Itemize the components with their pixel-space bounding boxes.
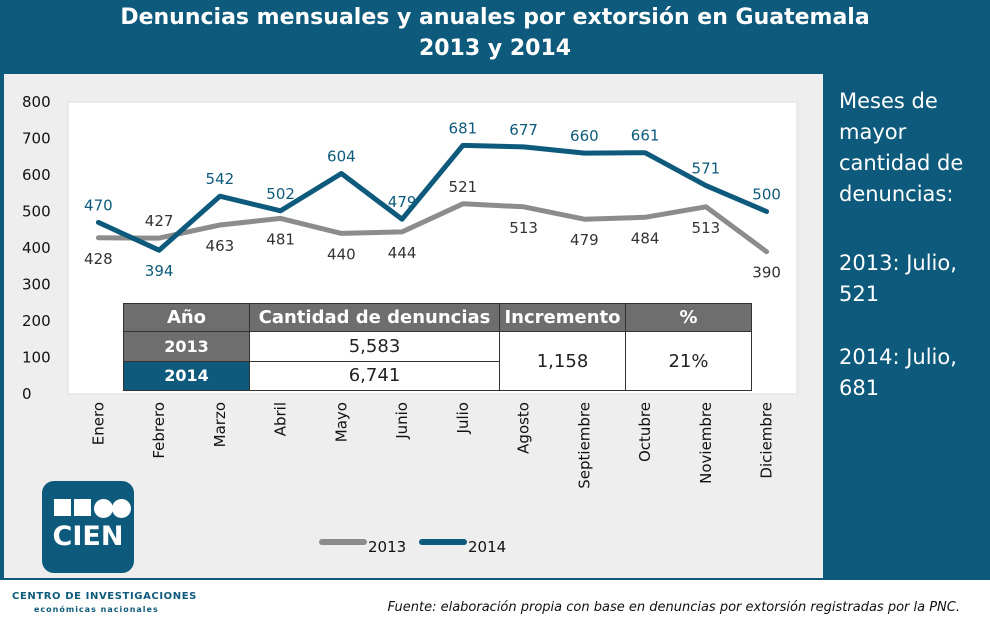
title-band (0, 0, 990, 74)
y-tick-label: 300 (22, 276, 51, 294)
x-tick-label: Abril (272, 402, 290, 436)
data-label-2014: 681 (449, 119, 478, 137)
x-tick-label: Octubre (636, 402, 654, 462)
legend-label-2013: 2013 (368, 538, 406, 556)
data-label-2014: 500 (752, 186, 781, 204)
table-row: 2014 6,741 (123, 360, 752, 392)
logo-square-mark (54, 499, 71, 516)
x-tick-label: Marzo (211, 402, 229, 447)
x-tick-label: Junio (393, 402, 411, 440)
left-border (0, 74, 4, 578)
x-tick-label: Febrero (150, 402, 168, 459)
data-label-2013: 484 (631, 229, 660, 247)
y-tick-label: 0 (22, 385, 32, 403)
data-label-2013: 428 (84, 250, 113, 268)
logo-text: CIEN (52, 521, 124, 552)
data-label-2014: 479 (388, 193, 417, 211)
org-name: CENTRO DE INVESTIGACIONES (12, 591, 197, 602)
logo-square-mark (74, 499, 91, 516)
data-label-2014: 604 (327, 148, 356, 166)
footer-divider (0, 578, 990, 580)
data-label-2013: 521 (449, 178, 478, 196)
highlight-2014: 2014: Julio, 681 (839, 345, 957, 400)
highlight-panel: Meses de mayor cantidad de denuncias: 20… (823, 74, 990, 578)
cien-logo: CIEN (42, 481, 134, 573)
y-tick-label: 200 (22, 312, 51, 330)
table-cell-percent: 21% (625, 331, 752, 391)
data-label-2013: 444 (388, 244, 417, 262)
series-line-2014 (95, 142, 770, 253)
data-label-2014: 502 (266, 185, 295, 203)
chart-title-line2: 2013 y 2014 (418, 36, 572, 61)
highlight-2013: 2013: Julio, 521 (839, 251, 957, 306)
table-header-count: Cantidad de denuncias (249, 302, 500, 333)
data-label-2014: 661 (631, 127, 660, 145)
table-cell-count-2013: 5,583 (249, 331, 500, 362)
x-tick-label: Enero (89, 402, 107, 445)
table-cell-year-2013: 2013 (123, 331, 250, 362)
org-subtitle: económicas nacionales (34, 605, 159, 614)
source-note: Fuente: elaboración propia con base en d… (387, 600, 960, 615)
y-tick-label: 700 (22, 130, 51, 148)
legend-label-2014: 2014 (468, 538, 506, 556)
table-cell-increment: 1,158 (499, 331, 626, 391)
x-tick-label: Agosto (515, 402, 533, 454)
summary-table: Año Cantidad de denuncias Incremento % 2… (123, 302, 752, 392)
data-label-2013: 463 (206, 237, 235, 255)
logo-circle-mark (112, 499, 131, 518)
x-tick-label: Septiembre (575, 402, 593, 489)
y-tick-label: 400 (22, 239, 51, 257)
data-label-2013: 390 (752, 264, 781, 282)
data-label-2013: 513 (692, 219, 721, 237)
chart-title: Denuncias mensuales y anuales por extors… (0, 2, 990, 64)
table-header-year: Año (123, 302, 250, 333)
data-label-2014: 677 (509, 121, 538, 139)
data-label-2014: 542 (206, 170, 235, 188)
y-tick-label: 600 (22, 166, 51, 184)
data-label-2013: 427 (145, 212, 174, 230)
table-row: 2013 5,583 1,158 21% (123, 331, 752, 391)
table-cell-year-2014: 2014 (123, 360, 250, 392)
data-label-2014: 660 (570, 127, 599, 145)
y-tick-label: 800 (22, 93, 51, 111)
y-tick-label: 100 (22, 349, 51, 367)
x-tick-label: Julio (454, 402, 472, 434)
data-label-2013: 440 (327, 245, 356, 263)
data-label-2013: 513 (509, 219, 538, 237)
series-line-2013 (95, 201, 770, 255)
y-tick-label: 500 (22, 203, 51, 221)
logo-circle-mark (94, 499, 113, 518)
data-label-2013: 479 (570, 231, 599, 249)
summary-table-header-row: Año Cantidad de denuncias Incremento % (123, 302, 752, 333)
data-label-2014: 571 (692, 160, 721, 178)
x-tick-label: Mayo (332, 402, 350, 442)
x-tick-label: Diciembre (758, 402, 776, 479)
table-header-increment: Incremento (499, 302, 626, 333)
data-label-2013: 481 (266, 230, 295, 248)
table-cell-count-2014: 6,741 (249, 360, 500, 392)
x-tick-label: Noviembre (697, 402, 715, 484)
data-label-2014: 394 (145, 262, 174, 280)
highlight-heading: Meses de mayor cantidad de denuncias: (839, 89, 964, 206)
table-header-percent: % (625, 302, 752, 333)
chart-title-line1: Denuncias mensuales y anuales por extors… (120, 5, 870, 30)
data-label-2014: 470 (84, 196, 113, 214)
